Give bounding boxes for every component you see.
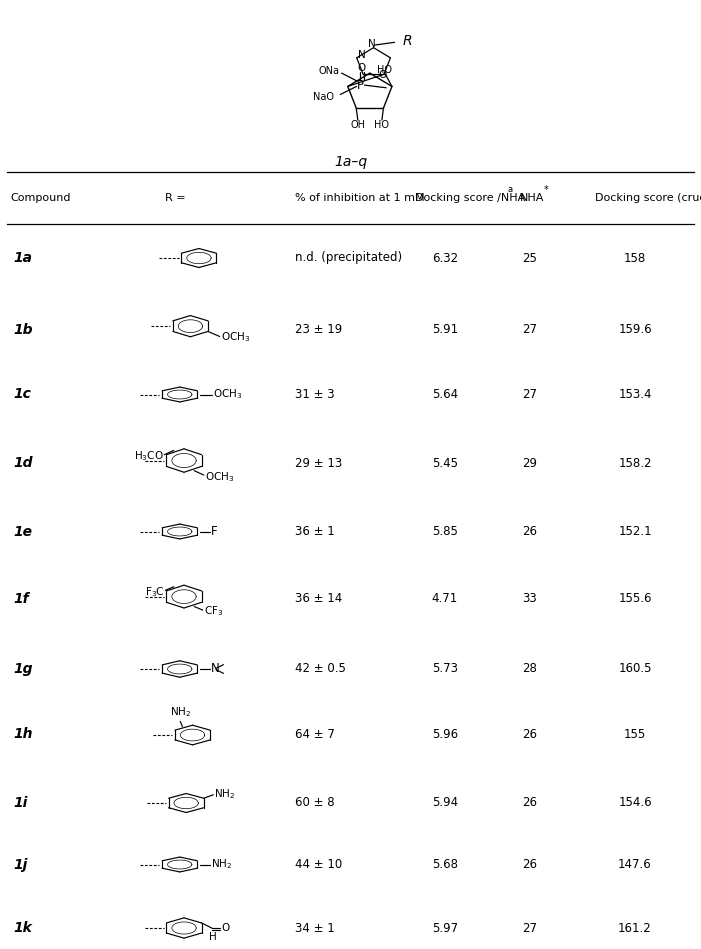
Text: OCH$_3$: OCH$_3$ [221,330,250,344]
Text: 28: 28 [522,662,538,676]
Text: 153.4: 153.4 [618,388,652,401]
Text: 147.6: 147.6 [618,858,652,871]
Text: 31 ± 3: 31 ± 3 [295,388,334,401]
Text: HO: HO [377,65,393,75]
Text: 64 ± 7: 64 ± 7 [295,728,335,740]
Text: 5.94: 5.94 [432,796,458,809]
Text: 26: 26 [522,858,538,871]
Text: O: O [222,923,230,933]
Text: HO: HO [374,120,389,130]
Text: 5.64: 5.64 [432,388,458,401]
Text: NaO: NaO [313,92,334,102]
Text: 44 ± 10: 44 ± 10 [295,858,342,871]
Text: 152.1: 152.1 [618,525,652,538]
Text: CF$_3$: CF$_3$ [204,605,223,619]
Text: 23 ± 19: 23 ± 19 [295,323,342,336]
Text: Compound: Compound [10,193,71,203]
Text: 5.91: 5.91 [432,323,458,336]
Text: Docking score (crude): Docking score (crude) [595,193,701,203]
Text: 36 ± 14: 36 ± 14 [295,592,342,605]
Text: 154.6: 154.6 [618,796,652,809]
Text: 29: 29 [522,456,538,470]
Text: 160.5: 160.5 [618,662,652,676]
Text: 42 ± 0.5: 42 ± 0.5 [295,662,346,676]
Text: 33: 33 [523,592,538,605]
Text: P: P [357,79,364,92]
Text: 5.85: 5.85 [432,525,458,538]
Text: 161.2: 161.2 [618,921,652,935]
Text: 155.6: 155.6 [618,592,652,605]
Text: N: N [211,662,219,676]
Text: F$_3$C: F$_3$C [144,585,164,599]
Text: 26: 26 [522,525,538,538]
Text: 29 ± 13: 29 ± 13 [295,456,342,470]
Text: 1a–q: 1a–q [334,155,367,169]
Text: R: R [402,34,412,48]
Text: H$_3$CO: H$_3$CO [133,450,163,463]
Text: Docking score /NHA: Docking score /NHA [415,193,525,203]
Text: n.d. (precipitated): n.d. (precipitated) [295,251,402,265]
Text: 158: 158 [624,251,646,265]
Text: ONa: ONa [319,65,340,76]
Text: 34 ± 1: 34 ± 1 [295,921,335,935]
Text: N: N [368,39,376,48]
Text: 1b: 1b [13,323,32,337]
Text: 1e: 1e [13,525,32,538]
Text: 1a: 1a [13,251,32,265]
Text: 1c: 1c [13,387,31,401]
Text: OCH$_3$: OCH$_3$ [213,387,242,401]
Text: 1f: 1f [13,592,29,606]
Text: OCH$_3$: OCH$_3$ [205,470,234,483]
Text: NH$_2$: NH$_2$ [215,787,236,801]
Text: 27: 27 [522,388,538,401]
Text: 5.73: 5.73 [432,662,458,676]
Text: 25: 25 [522,251,538,265]
Text: H: H [209,932,217,941]
Text: NHA: NHA [520,193,545,203]
Text: 159.6: 159.6 [618,323,652,336]
Text: 1i: 1i [13,796,27,810]
Text: 1d: 1d [13,456,32,470]
Text: 26: 26 [522,796,538,809]
Text: O: O [379,70,387,80]
Text: a: a [507,185,512,194]
Text: N: N [358,50,365,60]
Text: % of inhibition at 1 mM: % of inhibition at 1 mM [295,193,425,203]
Text: 1g: 1g [13,662,32,676]
Text: R =: R = [165,193,185,203]
Text: 5.68: 5.68 [432,858,458,871]
Text: 26: 26 [522,728,538,740]
Text: 27: 27 [522,921,538,935]
Text: 36 ± 1: 36 ± 1 [295,525,335,538]
Text: 4.71: 4.71 [432,592,458,605]
Text: 5.45: 5.45 [432,456,458,470]
Text: O: O [358,64,366,73]
Text: 158.2: 158.2 [618,456,652,470]
Text: NH$_2$: NH$_2$ [170,705,191,719]
Text: 1h: 1h [13,727,32,741]
Text: 27: 27 [522,323,538,336]
Text: 1k: 1k [13,921,32,935]
Text: 6.32: 6.32 [432,251,458,265]
Text: 5.97: 5.97 [432,921,458,935]
Text: 60 ± 8: 60 ± 8 [295,796,334,809]
Text: 155: 155 [624,728,646,740]
Text: 5.96: 5.96 [432,728,458,740]
Text: OH: OH [350,120,365,130]
Text: 1j: 1j [13,858,27,871]
Text: NH$_2$: NH$_2$ [211,858,232,871]
Text: F: F [211,525,217,538]
Text: *: * [544,185,549,195]
